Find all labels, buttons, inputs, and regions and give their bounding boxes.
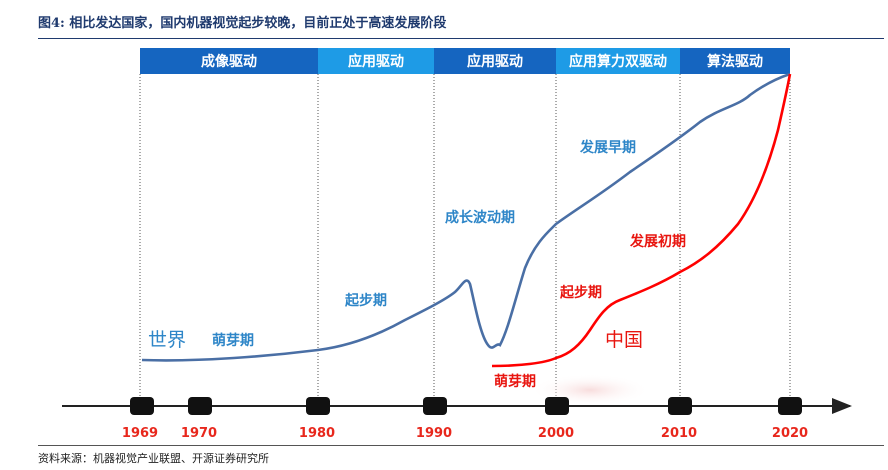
era-bar-3 bbox=[434, 48, 556, 74]
era-label-4: 应用算力双驱动 bbox=[569, 53, 667, 70]
year-label-1990: 1990 bbox=[416, 426, 452, 441]
era-label-1: 成像驱动 bbox=[201, 53, 257, 70]
year-marker-1970 bbox=[188, 397, 212, 415]
era-label-2: 应用驱动 bbox=[348, 53, 404, 70]
year-label-2020: 2020 bbox=[772, 426, 808, 441]
year-label-1980: 1980 bbox=[299, 426, 335, 441]
year-label-1969: 1969 bbox=[122, 426, 158, 441]
china-stage-germination: 萌芽期 bbox=[494, 373, 536, 390]
era-bar-4 bbox=[556, 48, 680, 74]
year-marker-2010 bbox=[668, 397, 692, 415]
title-divider bbox=[38, 38, 884, 39]
china-curve bbox=[491, 73, 792, 368]
year-label-1970: 1970 bbox=[181, 426, 217, 441]
china-stage-early: 发展初期 bbox=[629, 233, 686, 250]
year-markers bbox=[130, 397, 802, 415]
year-labels: 1969 1970 1980 1990 2000 2010 2020 bbox=[122, 426, 808, 441]
era-label-5: 算法驱动 bbox=[707, 53, 763, 70]
era-bar-5 bbox=[680, 48, 790, 74]
china-stage-start: 起步期 bbox=[559, 284, 602, 301]
year-marker-2000 bbox=[545, 397, 569, 415]
year-marker-1969 bbox=[130, 397, 154, 415]
era-bar-1 bbox=[140, 48, 318, 74]
figure-title: 图4: 相比发达国家，国内机器视觉起步较晚，目前正处于高速发展阶段 bbox=[38, 16, 447, 31]
world-stage-start: 起步期 bbox=[344, 292, 387, 309]
world-curve bbox=[141, 72, 791, 362]
year-marker-1980 bbox=[306, 397, 330, 415]
world-stage-early: 发展早期 bbox=[579, 139, 636, 156]
year-marker-2020 bbox=[778, 397, 802, 415]
world-stage-germination: 萌芽期 bbox=[212, 332, 254, 349]
source-divider bbox=[38, 445, 884, 446]
year-label-2000: 2000 bbox=[538, 426, 574, 441]
year-label-2010: 2010 bbox=[661, 426, 697, 441]
china-name: 中国 bbox=[605, 329, 643, 351]
world-name: 世界 bbox=[148, 329, 186, 351]
world-stage-growth: 成长波动期 bbox=[445, 209, 515, 226]
era-bar-2 bbox=[318, 48, 434, 74]
era-header: 成像驱动 应用驱动 应用驱动 应用算力双驱动 算法驱动 bbox=[140, 48, 790, 74]
era-label-3: 应用驱动 bbox=[467, 53, 523, 70]
era-guides bbox=[139, 74, 791, 398]
year-marker-1990 bbox=[423, 397, 447, 415]
source-note: 资料来源：机器视觉产业联盟、开源证券研究所 bbox=[38, 452, 269, 465]
